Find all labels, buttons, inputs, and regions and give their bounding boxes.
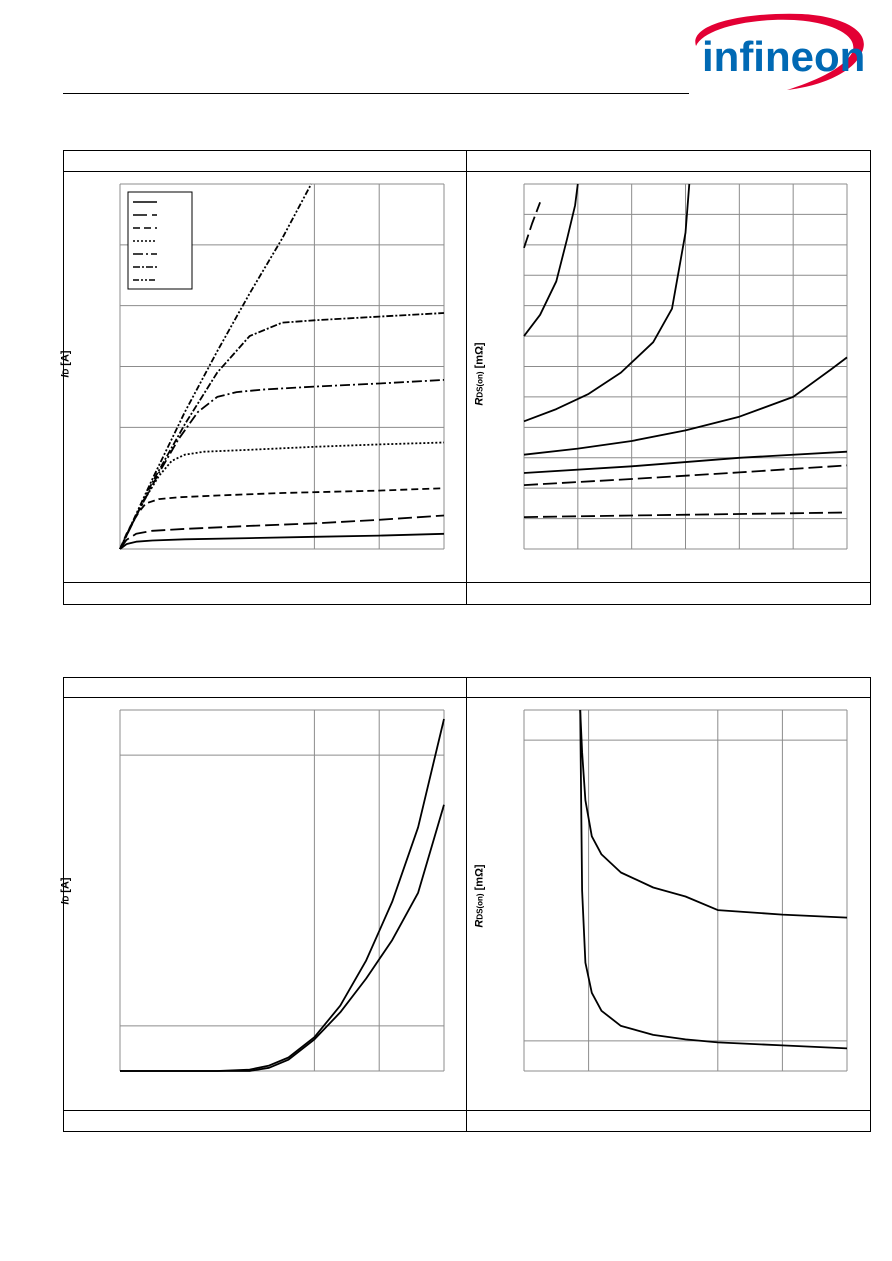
series-line-2 — [579, 709, 848, 1050]
top-panel — [63, 150, 871, 605]
series-line-4 — [119, 441, 445, 550]
ylabel-top-right: RDS(on) [mΩ] — [473, 342, 486, 406]
bottom-panel-footer-rule — [63, 1110, 871, 1111]
series-line-3 — [523, 183, 691, 423]
ylabel-top-left: ID [A] — [59, 350, 72, 378]
on-resistance-vs-gate-voltage-chart — [523, 709, 848, 1072]
output-characteristic-chart — [119, 183, 445, 550]
series-line-2 — [523, 183, 579, 337]
bottom-panel-divider — [466, 677, 467, 1132]
series-line-5 — [119, 379, 445, 550]
ylabel-bottom-left: ID [A] — [59, 877, 72, 905]
bottom-panel — [63, 677, 871, 1132]
infineon-logo: infineon — [695, 13, 865, 90]
series-line-1 — [119, 532, 445, 550]
series-line-7 — [523, 511, 848, 518]
series-line-4 — [523, 356, 848, 456]
series-line-7 — [119, 183, 312, 550]
ylabel-bottom-right: RDS(on) [mΩ] — [473, 864, 486, 928]
top-panel-divider — [466, 150, 467, 605]
top-panel-footer-rule — [63, 582, 871, 583]
bottom-panel-header-rule — [63, 697, 871, 698]
header-rule — [63, 93, 689, 94]
on-resistance-vs-current-chart — [523, 183, 848, 550]
series-line-5 — [523, 450, 848, 474]
series-line-2 — [120, 804, 445, 1072]
legend — [127, 191, 193, 290]
series-line-2 — [119, 514, 445, 550]
top-panel-header-rule — [63, 171, 871, 172]
series-line-6 — [523, 464, 848, 486]
series-line-6 — [119, 312, 445, 550]
transfer-characteristic-chart — [119, 709, 445, 1072]
series-line-1 — [523, 201, 541, 249]
logo-text: infineon — [702, 33, 865, 80]
series-line-1 — [579, 709, 848, 919]
series-line-1 — [120, 718, 445, 1072]
